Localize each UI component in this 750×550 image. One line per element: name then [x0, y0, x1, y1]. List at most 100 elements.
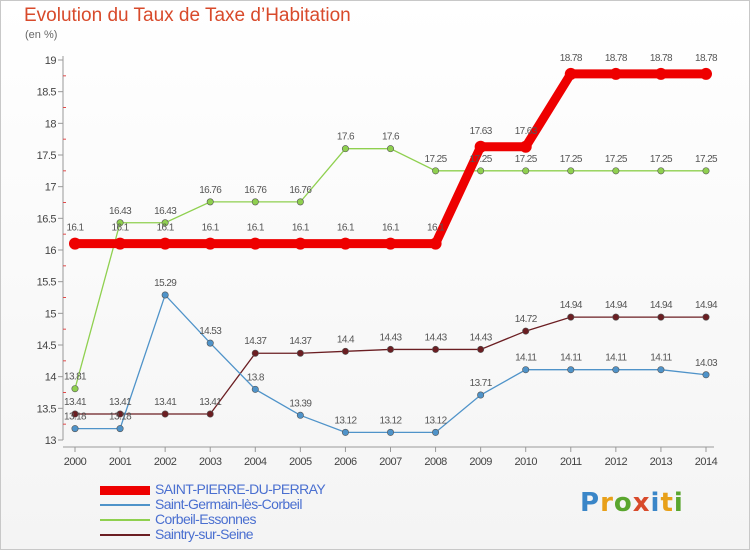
data-label-0: 16.1	[157, 223, 175, 234]
series-point-2	[206, 198, 214, 206]
series-point-0	[204, 237, 217, 250]
legend-item-0: SAINT-PIERRE-DU-PERRAY	[100, 481, 500, 497]
series-point-0	[159, 237, 172, 250]
data-label-1: 14.11	[515, 353, 537, 364]
chart-title: Evolution du Taux de Taxe d’Habitation	[24, 5, 351, 26]
series-point-2	[71, 385, 79, 393]
y-tick-label: 14.5	[37, 340, 57, 352]
legend-label-2: Corbeil-Essonnes	[155, 511, 257, 527]
logo-letter: x	[632, 488, 651, 518]
data-label-0: 18.78	[560, 53, 583, 64]
data-label-1: 14.53	[199, 326, 222, 337]
x-tick-label: 2000	[64, 456, 87, 468]
data-labels-layer: 16.1 16.1 16.1 16.1 16.1 16.1 16.1 16.1 16.1 17.6…	[64, 53, 719, 426]
data-label-2: 17.25	[425, 154, 448, 165]
data-label-3: 14.43	[379, 332, 402, 343]
series-point-3	[116, 410, 124, 418]
data-label-3: 13.41	[64, 397, 87, 408]
x-tick-label: 2011	[560, 456, 582, 468]
data-label-0: 18.78	[650, 53, 673, 64]
series-layer	[69, 67, 712, 436]
series-point-2	[116, 219, 124, 227]
series-point-1	[116, 425, 124, 433]
data-label-0: 16.1	[382, 223, 400, 234]
x-tick-label: 2002	[154, 456, 177, 468]
series-point-1	[251, 385, 259, 393]
data-label-1: 14.11	[650, 353, 672, 364]
data-label-2: 17.25	[560, 154, 583, 165]
x-tick-label: 2010	[514, 456, 537, 468]
series-point-3	[71, 410, 79, 418]
data-label-3: 14.37	[289, 336, 312, 347]
series-point-1	[206, 339, 214, 347]
data-label-3: 14.94	[605, 300, 628, 311]
series-point-2	[432, 167, 440, 175]
unit-label: (en %)	[25, 29, 58, 41]
series-point-0	[519, 140, 532, 153]
data-label-1: 14.11	[605, 353, 627, 364]
data-label-2: 17.6	[337, 132, 355, 143]
data-label-3: 14.94	[650, 300, 673, 311]
series-point-0	[429, 237, 442, 250]
x-tick-label: 2004	[244, 456, 267, 468]
data-label-2: 16.43	[154, 206, 177, 217]
series-point-0	[114, 237, 127, 250]
series-point-1	[657, 366, 665, 374]
series-point-3	[296, 349, 304, 357]
series-point-0	[69, 237, 81, 250]
series-point-3	[341, 347, 349, 355]
data-label-0: 16.1	[247, 223, 265, 234]
series-point-1	[71, 425, 79, 433]
logo-letter: P	[580, 488, 601, 518]
x-tick-label: 2005	[289, 456, 312, 468]
series-point-0	[339, 237, 352, 250]
data-label-1: 13.39	[289, 398, 312, 409]
y-tick-label: 15	[45, 308, 57, 320]
series-point-0	[294, 237, 307, 250]
axes: 13 13.5 14 14.5 15 15.5 16 16.5 17 17.5 18 18.5 19 20…	[37, 55, 719, 468]
data-label-3: 14.37	[244, 336, 267, 347]
data-label-0: 16.1	[112, 223, 130, 234]
data-label-2: 16.76	[199, 185, 222, 196]
series-point-2	[657, 167, 665, 175]
data-label-0: 18.78	[695, 53, 718, 64]
series-point-2	[567, 167, 575, 175]
data-label-2: 16.76	[244, 185, 267, 196]
series-point-1	[386, 428, 394, 436]
series-point-1	[612, 366, 620, 374]
logo-letter: i	[673, 488, 684, 518]
logo-letter: o	[613, 488, 633, 518]
legend-label-1: Saint-Germain-lès-Corbeil	[155, 496, 302, 512]
series-point-2	[296, 198, 304, 206]
data-label-3: 14.94	[560, 300, 583, 311]
series-point-1	[702, 371, 710, 379]
series-point-0	[564, 67, 577, 80]
y-tick-label: 18.5	[37, 87, 57, 99]
data-label-1: 15.29	[154, 278, 177, 289]
series-point-1	[296, 411, 304, 419]
data-label-3: 14.43	[470, 332, 493, 343]
y-tick-label: 14	[45, 372, 57, 384]
legend-item-3: Saintry-sur-Seine	[100, 526, 500, 542]
series-point-0	[700, 67, 712, 80]
data-label-2: 17.25	[605, 154, 628, 165]
series-point-2	[341, 145, 349, 153]
series-point-2	[386, 145, 394, 153]
data-label-1: 13.71	[470, 378, 493, 389]
data-label-2: 17.6	[382, 132, 400, 143]
legend-item-1: Saint-Germain-lès-Corbeil	[100, 496, 500, 512]
data-label-0: 18.78	[605, 53, 628, 64]
x-tick-label: 2001	[109, 456, 132, 468]
series-point-0	[654, 67, 667, 80]
y-tick-label: 19	[45, 55, 57, 67]
y-tick-label: 17	[45, 182, 57, 194]
series-point-3	[612, 313, 620, 321]
legend-swatch-0	[100, 485, 150, 495]
series-point-3	[206, 410, 214, 418]
data-label-1: 13.12	[334, 415, 357, 426]
data-label-2: 16.43	[109, 206, 132, 217]
legend-label-0: SAINT-PIERRE-DU-PERRAY	[155, 481, 326, 497]
x-tick-label: 2008	[424, 456, 447, 468]
series-point-3	[251, 349, 259, 357]
